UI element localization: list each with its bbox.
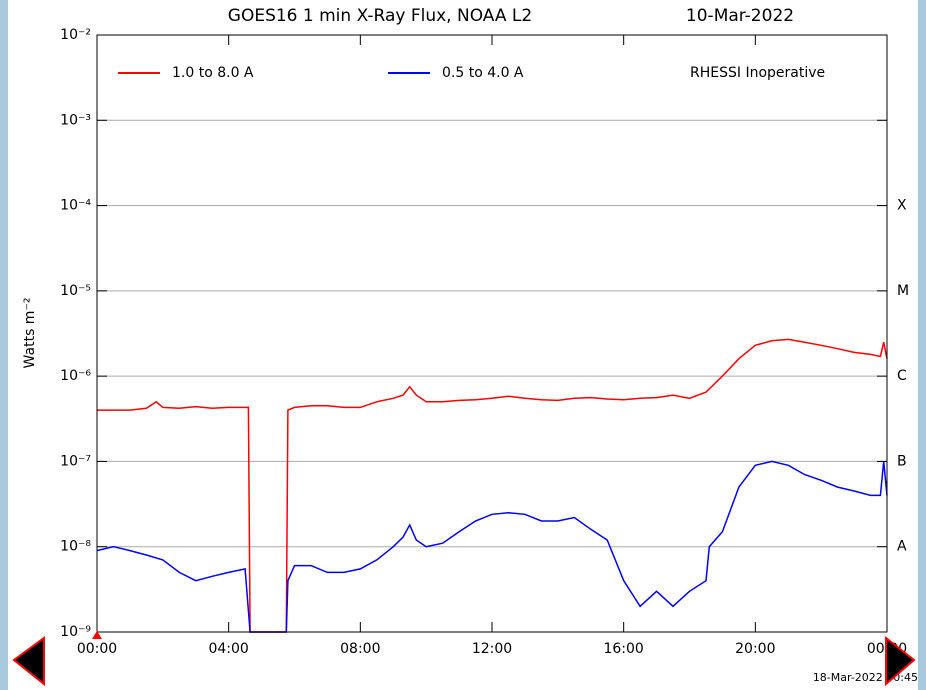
class-label: C (897, 368, 907, 384)
data-line (97, 338, 888, 633)
class-label: M (897, 283, 909, 299)
annotation: RHESSI Inoperative (690, 65, 825, 81)
class-label: A (897, 539, 907, 555)
y-tick-label: 10⁻⁸ (60, 539, 91, 555)
data-line (96, 460, 888, 633)
x-tick-label: 20:00 (735, 641, 775, 657)
class-label: X (897, 198, 907, 214)
y-tick-label: 10⁻⁵ (60, 283, 91, 299)
x-tick-label: 16:00 (603, 641, 643, 657)
y-tick-label: 10⁻⁷ (60, 453, 91, 469)
y-tick-label: 10⁻⁴ (60, 198, 91, 214)
class-label: B (897, 453, 907, 469)
x-tick-label: 12:00 (472, 641, 512, 657)
x-tick-label: 08:00 (340, 641, 380, 657)
chart-title: GOES16 1 min X-Ray Flux, NOAA L2 (228, 6, 532, 26)
plot-background (8, 0, 918, 690)
start-marker (92, 631, 102, 639)
y-axis-label: Watts m⁻² (22, 298, 38, 369)
y-tick-label: 10⁻² (60, 27, 91, 43)
timestamp: 18-Mar-2022 00:45 (813, 671, 918, 684)
chart-date: 10-Mar-2022 (686, 6, 794, 26)
legend-label: 1.0 to 8.0 A (172, 65, 254, 81)
x-tick-label: 04:00 (208, 641, 248, 657)
plot-frame (96, 34, 888, 633)
y-tick-label: 10⁻⁹ (60, 624, 91, 640)
y-tick-label: 10⁻⁶ (60, 368, 91, 384)
next-day-button[interactable] (885, 635, 916, 687)
previous-day-button[interactable] (12, 636, 45, 687)
legend-label: 0.5 to 4.0 A (442, 65, 524, 81)
x-tick-label: 00:00 (77, 641, 117, 657)
y-tick-label: 10⁻³ (60, 112, 91, 128)
